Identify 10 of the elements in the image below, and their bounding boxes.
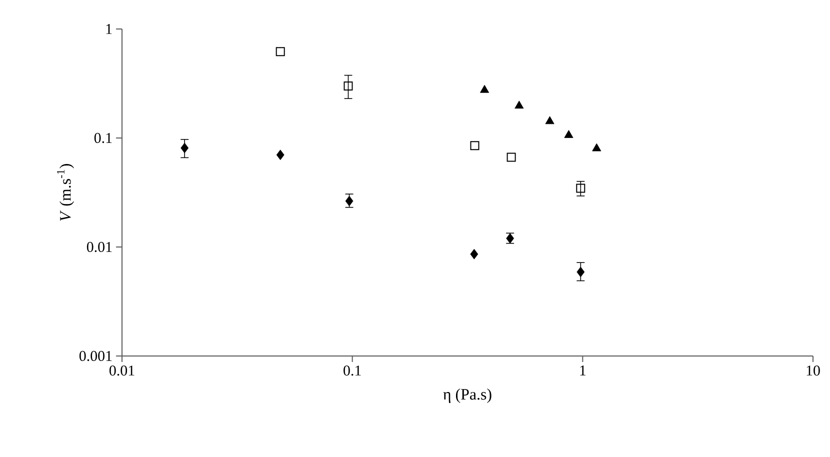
x-tick-label: 1 bbox=[580, 366, 586, 376]
x-axis-title: η (Pa.s) bbox=[443, 388, 492, 403]
y-tick-label: 0.01 bbox=[86, 242, 112, 252]
x-tick-label: 10 bbox=[806, 365, 820, 376]
y-tick-label: 0.1 bbox=[94, 132, 112, 144]
y-tick-label: 1 bbox=[106, 24, 112, 34]
y-tick-label: 0.001 bbox=[79, 350, 112, 362]
y-axis-title: V (m.s$^{-1}$) bbox=[57, 164, 74, 221]
x-tick-label: 0.01 bbox=[109, 365, 134, 376]
x-tick-label: 0.1 bbox=[344, 365, 361, 376]
